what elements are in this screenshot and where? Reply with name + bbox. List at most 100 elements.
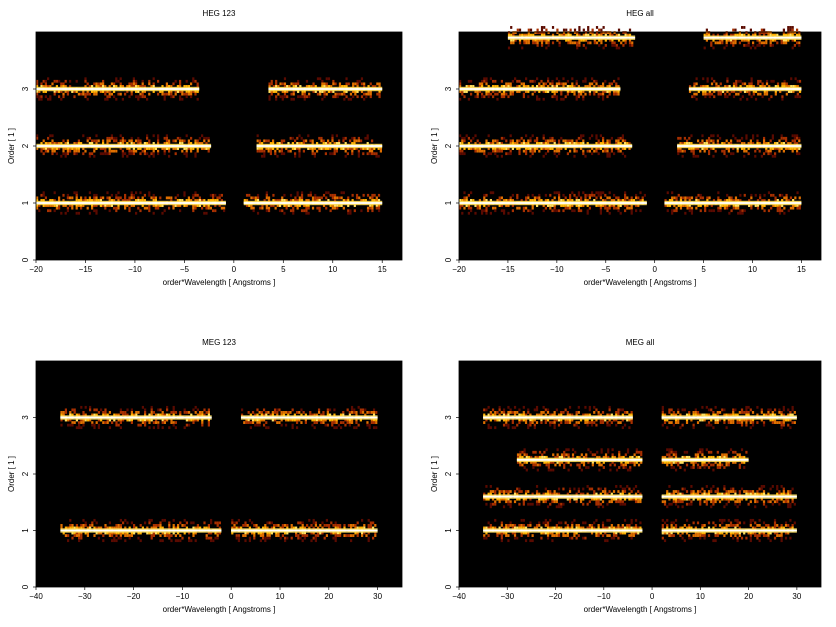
chart-panel-2: HEG all −20 −15 −10 −5 0 5 10 15 0 1 2 3 order*Wavele… <box>430 9 822 287</box>
order-band-3-seg-1 <box>459 77 621 101</box>
y-tick-label: 0 <box>21 584 30 589</box>
order-band-3-seg-2 <box>268 77 383 101</box>
chart-panel-3: MEG 123 −40 −30 −20 −10 0 10 20 30 0 1 2 3 order*Wave… <box>7 338 403 614</box>
order-ridge-core <box>459 145 633 147</box>
order-band-3-seg-1 <box>483 405 633 430</box>
order-band-3-seg-2 <box>688 77 802 101</box>
order-ridge-core <box>36 202 226 204</box>
x-tick-label: −5 <box>601 265 611 274</box>
y-tick-label: 1 <box>444 528 453 533</box>
x-tick-label: −20 <box>29 265 43 274</box>
order-band-2-seg-1 <box>459 134 633 158</box>
order-ridge-core <box>231 529 378 532</box>
x-tick-label: −5 <box>180 265 190 274</box>
order-ridge-core <box>703 36 802 39</box>
order-band-2-seg-1 <box>36 134 212 158</box>
order-band-3.9-seg-1 <box>507 26 636 50</box>
x-tick-label: 20 <box>324 592 333 601</box>
order-band-3-seg-1 <box>36 77 200 101</box>
order-ridge-core <box>677 145 802 147</box>
order-band-1-seg-2 <box>664 191 802 215</box>
y-tick-label: 0 <box>444 257 453 262</box>
y-tick-label: 1 <box>444 200 453 205</box>
order-band-2.25-seg-1 <box>516 448 643 472</box>
order-ridge-core <box>507 36 636 39</box>
order-band-1-seg-1 <box>60 518 222 543</box>
order-ridge-core <box>661 416 797 419</box>
y-tick-label: 3 <box>21 415 30 420</box>
order-ridge-core <box>459 88 621 90</box>
x-tick-label: −20 <box>127 592 141 601</box>
x-axis-label: order*Wavelength [ Angstroms ] <box>584 605 697 614</box>
chart-title: MEG 123 <box>202 338 236 347</box>
chart-panel-4: MEG all −40 −30 −20 −10 0 10 20 30 0 1 2 3 order*Wave… <box>430 338 822 614</box>
order-band-3-seg-2 <box>240 405 378 430</box>
x-tick-label: −30 <box>78 592 92 601</box>
x-tick-label: 0 <box>232 265 237 274</box>
x-tick-label: −20 <box>452 265 466 274</box>
x-tick-label: −15 <box>79 265 93 274</box>
order-band-1-seg-1 <box>483 518 643 543</box>
order-band-1-seg-1 <box>459 191 647 215</box>
y-axis-label: Order [ 1 ] <box>430 456 439 492</box>
y-tick-label: 3 <box>444 86 453 91</box>
x-tick-label: 15 <box>378 265 387 274</box>
order-band-2-seg-2 <box>677 134 802 158</box>
order-ridge-core <box>36 145 212 147</box>
x-tick-label: 30 <box>373 592 382 601</box>
y-tick-label: 3 <box>444 415 453 420</box>
x-tick-label: 5 <box>701 265 706 274</box>
y-tick-label: 0 <box>444 584 453 589</box>
order-ridge-core <box>268 88 383 90</box>
y-axis-label: Order [ 1 ] <box>430 128 439 164</box>
order-band-1-seg-2 <box>243 191 383 215</box>
y-tick-label: 2 <box>21 471 30 476</box>
x-axis-label: order*Wavelength [ Angstroms ] <box>163 278 276 287</box>
y-tick-label: 2 <box>444 143 453 148</box>
order-ridge-core <box>459 202 647 204</box>
order-ridge-core <box>664 202 802 204</box>
y-tick-label: 1 <box>21 528 30 533</box>
x-tick-label: −40 <box>29 592 43 601</box>
chart-panel-1: HEG 123 −20 −15 −10 −5 0 5 10 15 0 1 2 3 order*Wavele… <box>7 9 403 287</box>
order-band-1-seg-1 <box>36 191 226 215</box>
x-axis-label: order*Wavelength [ Angstroms ] <box>163 605 276 614</box>
y-tick-label: 2 <box>444 471 453 476</box>
order-ridge-core <box>60 416 212 419</box>
order-ridge-core <box>688 88 802 90</box>
order-band-3.9-seg-2 <box>703 26 802 50</box>
x-tick-label: −10 <box>550 265 564 274</box>
x-tick-label: 10 <box>696 592 705 601</box>
y-tick-label: 1 <box>21 200 30 205</box>
x-tick-label: 30 <box>792 592 801 601</box>
order-ridge-core <box>516 458 643 461</box>
plot-area <box>36 361 402 587</box>
plot-area <box>459 361 821 587</box>
x-tick-label: −30 <box>500 592 514 601</box>
x-tick-label: 10 <box>276 592 285 601</box>
y-axis-label: Order [ 1 ] <box>7 128 16 164</box>
order-band-3-seg-1 <box>60 405 212 430</box>
y-tick-label: 0 <box>21 257 30 262</box>
order-ridge-core <box>661 458 749 461</box>
x-tick-label: 20 <box>744 592 753 601</box>
x-tick-label: 10 <box>328 265 337 274</box>
order-ridge-core <box>256 145 383 147</box>
x-tick-label: 15 <box>797 265 806 274</box>
chart-title: HEG 123 <box>203 9 236 18</box>
y-tick-label: 2 <box>21 143 30 148</box>
order-ridge-core <box>661 529 797 532</box>
order-ridge-core <box>36 88 200 90</box>
order-ridge-core <box>661 495 797 498</box>
chart-title: HEG all <box>626 9 654 18</box>
order-ridge-core <box>243 202 383 204</box>
order-band-1-seg-2 <box>231 518 378 543</box>
x-tick-label: −10 <box>128 265 142 274</box>
x-tick-label: −20 <box>549 592 563 601</box>
order-ridge-core <box>483 416 633 419</box>
order-band-2.25-seg-2 <box>661 448 749 472</box>
x-tick-label: −10 <box>597 592 611 601</box>
order-band-3-seg-2 <box>661 405 797 430</box>
order-band-1-seg-2 <box>661 518 797 543</box>
